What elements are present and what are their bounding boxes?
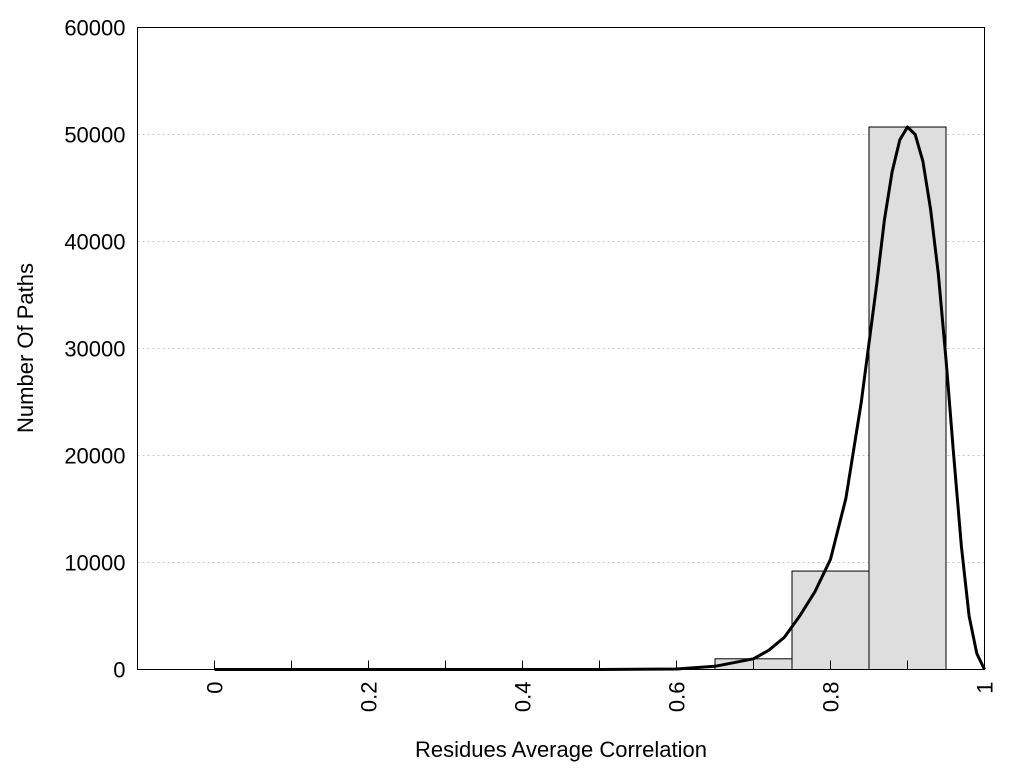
y-tick-label: 60000 bbox=[64, 16, 125, 41]
y-axis-title: Number Of Paths bbox=[13, 263, 38, 433]
y-tick-label: 10000 bbox=[64, 551, 125, 576]
x-axis-ticks: 0 0.2 0.4 0.6 0.8 1 bbox=[203, 660, 998, 713]
x-tick-label: 1 bbox=[973, 682, 998, 694]
histogram-bars bbox=[714, 126, 947, 670]
histogram-bar bbox=[791, 570, 870, 670]
x-tick-label: 0.2 bbox=[357, 682, 382, 713]
plot-frame bbox=[137, 27, 985, 670]
y-tick-label: 40000 bbox=[64, 230, 125, 255]
x-tick-label: 0.4 bbox=[511, 682, 536, 713]
y-axis-ticks: 0 10000 20000 30000 40000 50000 60000 bbox=[64, 16, 125, 683]
gridlines bbox=[137, 134, 985, 563]
histogram-bar bbox=[868, 126, 947, 670]
x-tick-label: 0.6 bbox=[665, 682, 690, 713]
y-tick-label: 0 bbox=[113, 658, 125, 683]
x-tick-label: 0 bbox=[203, 682, 228, 694]
x-tick-label: 0.8 bbox=[819, 682, 844, 713]
x-axis-title: Residues Average Correlation bbox=[415, 737, 707, 762]
y-tick-label: 50000 bbox=[64, 123, 125, 148]
y-tick-label: 30000 bbox=[64, 337, 125, 362]
y-tick-label: 20000 bbox=[64, 444, 125, 469]
